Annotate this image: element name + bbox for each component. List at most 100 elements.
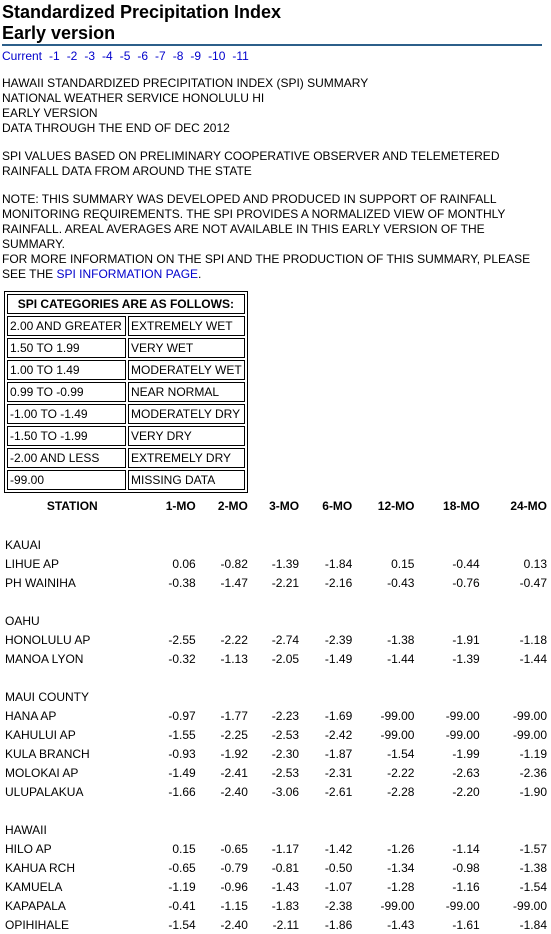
spi-value: -1.66 xyxy=(168,784,196,799)
category-description: EXTREMELY WET xyxy=(128,316,245,336)
spi-value: -1.86 xyxy=(324,917,353,932)
spi-value: -1.38 xyxy=(387,632,415,647)
spi-value: -0.76 xyxy=(452,575,480,590)
spi-value: -99.00 xyxy=(380,708,415,723)
category-range: 0.99 TO -0.99 xyxy=(7,382,126,402)
nav-link-minus-3[interactable]: -3 xyxy=(84,49,96,63)
spi-categories-table: SPI CATEGORIES ARE AS FOLLOWS: 2.00 AND … xyxy=(4,291,248,493)
spi-value: -2.20 xyxy=(452,784,480,799)
station-row: OPIHIHALE -1.54 -2.40 -2.11 -1.86 -1.43 -1.61 -… xyxy=(2,915,547,934)
spi-value: -2.30 xyxy=(271,746,300,761)
spi-information-page-link[interactable]: SPI INFORMATION PAGE xyxy=(56,267,199,281)
spi-header-row: STATION 1-MO 2-MO 3-MO 6-MO 12-MO 18-MO … xyxy=(2,496,547,516)
summary-line: EARLY VERSION xyxy=(2,106,98,120)
region-row: HAWAII xyxy=(2,820,547,839)
spi-value: -1.19 xyxy=(168,879,196,894)
nav-link-minus-2[interactable]: -2 xyxy=(66,49,78,63)
spi-value: -1.54 xyxy=(519,879,547,894)
nav-link-current[interactable]: Current xyxy=(2,49,43,63)
nav-link-minus-4[interactable]: -4 xyxy=(102,49,113,63)
nav-link-minus-5[interactable]: -5 xyxy=(119,49,131,63)
spi-value: -0.32 xyxy=(168,651,196,666)
category-description: MODERATELY WET xyxy=(128,360,245,380)
nav-link-minus-11[interactable]: -11 xyxy=(232,49,249,63)
spi-value: -0.65 xyxy=(220,841,248,856)
spi-value: -2.23 xyxy=(271,708,300,723)
category-description: MODERATELY DRY xyxy=(128,404,245,424)
spi-value: -0.82 xyxy=(220,556,248,571)
category-range: -2.00 AND LESS xyxy=(7,448,126,468)
station-row: MOLOKAI AP -1.49 -2.41 -2.53 -2.31 -2.22 -2.63… xyxy=(2,763,547,782)
spi-value: -3.06 xyxy=(271,784,300,799)
spi-value: -2.40 xyxy=(220,784,248,799)
station-name: HANA AP xyxy=(5,708,57,723)
spi-value: -99.00 xyxy=(445,898,480,913)
spi-value: -1.92 xyxy=(220,746,248,761)
spi-value: -99.00 xyxy=(380,727,415,742)
spi-value: -0.93 xyxy=(168,746,196,761)
category-description: NEAR NORMAL xyxy=(128,382,245,402)
spi-value: -1.77 xyxy=(220,708,248,723)
category-description: VERY DRY xyxy=(128,426,245,446)
summary-header: HAWAII STANDARDIZED PRECIPITATION INDEX … xyxy=(2,76,549,136)
region-row: OAHU xyxy=(2,611,547,630)
spi-value: -2.38 xyxy=(324,898,353,913)
page-subtitle: Early version xyxy=(2,23,116,43)
spi-value: -1.26 xyxy=(387,841,415,856)
spi-value: -1.55 xyxy=(168,727,196,742)
station-name: MOLOKAI AP xyxy=(5,765,79,780)
spi-values-table: STATION 1-MO 2-MO 3-MO 6-MO 12-MO 18-MO … xyxy=(2,496,547,934)
spi-value: -99.00 xyxy=(512,727,547,742)
spi-value: -0.79 xyxy=(220,860,248,875)
note-line: NOTE: THIS SUMMARY WAS DEVELOPED AND PRO… xyxy=(2,192,497,206)
spi-value: -2.25 xyxy=(220,727,248,742)
spi-value: -1.17 xyxy=(271,841,300,856)
station-name: PH WAINIHA xyxy=(5,575,76,590)
spi-value: -1.61 xyxy=(452,917,480,932)
nav-link-minus-8[interactable]: -8 xyxy=(172,49,184,63)
spi-value: -1.43 xyxy=(387,917,415,932)
spacer-row xyxy=(2,592,547,611)
nav-link-minus-9[interactable]: -9 xyxy=(190,49,202,63)
spi-value: -1.47 xyxy=(220,575,248,590)
nav-link-minus-7[interactable]: -7 xyxy=(155,49,166,63)
spi-value: -2.40 xyxy=(220,917,248,932)
spi-value: -1.39 xyxy=(271,556,300,571)
spi-value: -1.57 xyxy=(519,841,547,856)
summary-line: DATA THROUGH THE END OF DEC 2012 xyxy=(2,121,230,135)
categories-heading: SPI CATEGORIES ARE AS FOLLOWS: xyxy=(7,294,245,314)
spi-value: -2.42 xyxy=(324,727,353,742)
spi-value: -2.31 xyxy=(324,765,353,780)
nav-link-minus-1[interactable]: -1 xyxy=(49,49,60,63)
category-row: -99.00 MISSING DATA xyxy=(7,470,245,490)
column-header-3-mo: 3-MO xyxy=(269,499,300,513)
spi-value: -0.43 xyxy=(387,575,415,590)
station-row: HONOLULU AP -2.55 -2.22 -2.74 -2.39 -1.38 -1.9… xyxy=(2,630,547,649)
column-header-18-mo: 18-MO xyxy=(443,499,480,513)
station-name: LIHUE AP xyxy=(5,556,60,571)
station-name: KAHULUI AP xyxy=(5,727,76,742)
category-range: 1.00 TO 1.49 xyxy=(7,360,126,380)
note-line: MONITORING REQUIREMENTS. THE SPI PROVIDE… xyxy=(2,207,506,221)
column-header-12-mo: 12-MO xyxy=(377,499,415,513)
note-prefix: SEE THE xyxy=(2,267,57,281)
category-range: 2.00 AND GREATER xyxy=(7,316,126,336)
spi-value: -1.84 xyxy=(519,917,547,932)
spi-value: -1.43 xyxy=(271,879,300,894)
note-suffix: . xyxy=(198,267,202,281)
station-row: ULUPALAKUA -1.66 -2.40 -3.06 -2.61 -2.28 -2.20… xyxy=(2,782,547,801)
category-row: 1.00 TO 1.49 MODERATELY WET xyxy=(7,360,245,380)
region-name: HAWAII xyxy=(5,822,47,837)
spi-value: -2.36 xyxy=(519,765,547,780)
spi-value: -0.81 xyxy=(271,860,300,875)
spi-value: -2.74 xyxy=(271,632,300,647)
nav-link-minus-10[interactable]: -10 xyxy=(208,49,226,63)
spi-value: -0.98 xyxy=(452,860,480,875)
spi-value: -1.34 xyxy=(387,860,415,875)
spi-value: -2.55 xyxy=(168,632,196,647)
station-name: KAPAPALA xyxy=(5,898,66,913)
nav-link-minus-6[interactable]: -6 xyxy=(137,49,149,63)
spi-value: -99.00 xyxy=(512,898,547,913)
spi-value: -1.38 xyxy=(519,860,547,875)
page-title: Standardized Precipitation Index xyxy=(2,2,282,22)
